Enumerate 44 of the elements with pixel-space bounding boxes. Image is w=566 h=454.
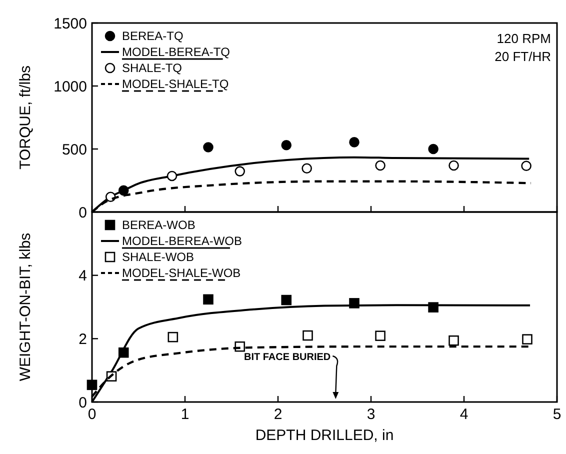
- annotation: BIT FACE BURIED: [244, 352, 331, 363]
- legend-label: MODEL-SHALE-WOB: [122, 266, 241, 280]
- legend-label: BEREA-TQ: [122, 29, 184, 43]
- legend-label: MODEL-BEREA-WOB: [122, 234, 242, 248]
- point: [203, 294, 214, 305]
- point: [203, 142, 214, 152]
- legend-label: SHALE-WOB: [122, 250, 194, 264]
- point: [302, 330, 313, 341]
- point: [168, 332, 178, 342]
- point: [234, 166, 246, 176]
- point: [166, 170, 178, 182]
- legend-label: MODEL-SHALE-TQ: [122, 77, 229, 91]
- point: [86, 380, 98, 390]
- annotation: 20 FT/HR: [494, 49, 551, 64]
- y-tick-label: 2: [78, 330, 87, 348]
- point: [428, 144, 438, 154]
- x-axis-title: DEPTH DRILLED, in: [255, 427, 394, 444]
- y-tick-label: 0: [78, 204, 87, 222]
- point: [521, 160, 532, 172]
- x-tick-label: 1: [180, 406, 190, 423]
- legend-label: SHALE-TQ: [122, 61, 182, 75]
- x-tick-label: 5: [552, 406, 562, 423]
- y-tick-label: 4: [78, 268, 87, 285]
- x-tick-label: 4: [460, 406, 468, 423]
- x-tick-label: 2: [274, 406, 282, 423]
- point: [281, 294, 292, 306]
- point: [448, 160, 459, 171]
- legend-label: BEREA-WOB: [122, 218, 196, 232]
- annotation: 120 RPM: [496, 31, 551, 46]
- point: [522, 334, 532, 344]
- legend-label: MODEL-BEREA-TQ: [122, 45, 230, 59]
- point: [375, 330, 386, 341]
- y-tick-label: 500: [62, 141, 87, 158]
- y-axis-title: WEIGHT-ON-BIT, klbs: [17, 232, 34, 382]
- point: [281, 140, 292, 150]
- y-tick-label: 0: [78, 394, 87, 412]
- point: [302, 163, 312, 174]
- y-tick-label: 1000: [54, 78, 87, 96]
- y-axis-title: TORQUE, ft/lbs: [17, 66, 34, 170]
- point: [375, 160, 386, 171]
- point: [349, 137, 360, 148]
- y-tick-label: 1500: [54, 15, 87, 32]
- point: [448, 335, 459, 346]
- x-tick-label: 3: [366, 406, 376, 423]
